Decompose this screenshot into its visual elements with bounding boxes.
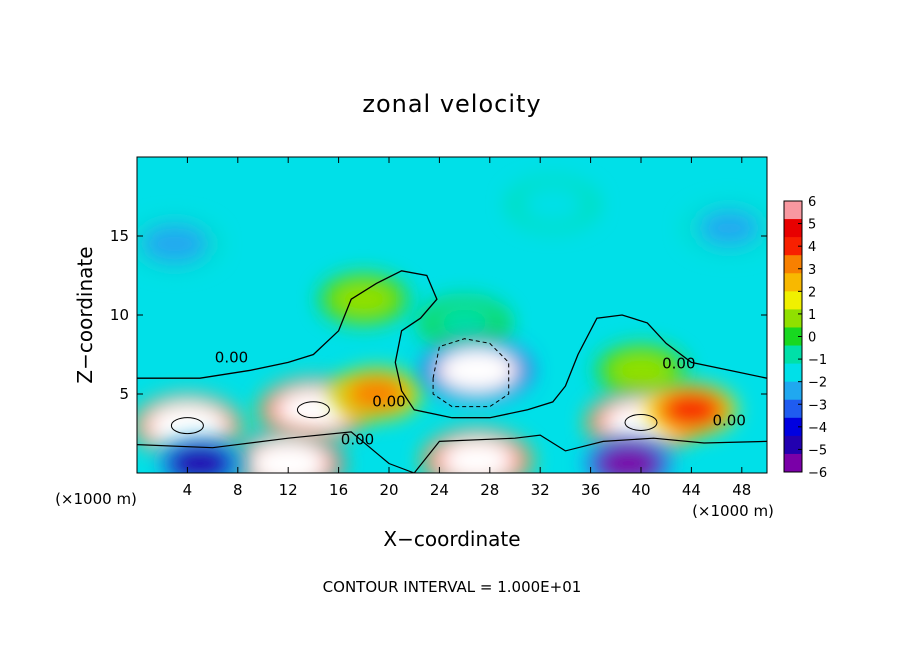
colorbar-swatch bbox=[784, 273, 802, 292]
colorbar-swatch bbox=[784, 309, 802, 328]
x-tick-label: 16 bbox=[329, 481, 348, 499]
field-feature bbox=[258, 378, 369, 441]
contour-label: 0.00 bbox=[662, 355, 695, 373]
y-tick-label: 15 bbox=[110, 227, 129, 245]
colorbar-tick-label: 4 bbox=[808, 240, 816, 255]
colorbar-tick-label: 2 bbox=[808, 285, 816, 300]
colorbar-tick-label: −6 bbox=[808, 466, 827, 481]
field-feature bbox=[233, 432, 343, 473]
colorbar-swatch bbox=[784, 219, 802, 238]
x-tick-label: 48 bbox=[732, 481, 751, 499]
field-feature bbox=[683, 201, 767, 255]
positive-contour bbox=[624, 413, 658, 431]
colorbar-swatch bbox=[784, 345, 802, 365]
colorbar: 6 5 4 3 2 1 0 −1 −2 −3 −4 −5 −6 bbox=[783, 195, 827, 481]
field-feature bbox=[646, 383, 737, 436]
x-axis: 4 8 12 16 20 24 28 32 36 40 44 48 bbox=[183, 157, 751, 499]
y-axis: 5 10 15 bbox=[110, 227, 767, 403]
colorbar-swatch bbox=[784, 237, 802, 256]
contour-label: 0.00 bbox=[341, 431, 374, 449]
x-tick-label: 44 bbox=[682, 481, 701, 499]
contour-lines bbox=[137, 270, 767, 473]
colorbar-swatch bbox=[784, 291, 802, 310]
colorbar-swatch bbox=[784, 399, 802, 419]
x-tick-label: 8 bbox=[233, 481, 243, 499]
positive-contour bbox=[170, 417, 204, 435]
colorbar-swatch bbox=[784, 327, 802, 347]
field-feature bbox=[318, 273, 410, 326]
x-tick-label: 12 bbox=[279, 481, 298, 499]
contour-label: 0.00 bbox=[215, 348, 248, 366]
field-feature bbox=[507, 178, 599, 231]
field-feature bbox=[595, 344, 687, 397]
zero-contour-upper bbox=[137, 270, 767, 419]
colorbar-swatch bbox=[784, 435, 802, 455]
x-unit-left: (×1000 m) bbox=[55, 490, 137, 508]
field-feature bbox=[137, 217, 221, 271]
colorbar-swatch bbox=[784, 363, 802, 383]
x-tick-label: 40 bbox=[631, 481, 650, 499]
x-tick-label: 28 bbox=[480, 481, 499, 499]
field-feature bbox=[419, 296, 510, 350]
colorbar-tick-label: 5 bbox=[808, 218, 816, 233]
contour-label: 0.00 bbox=[712, 412, 745, 430]
colorbar-tick-label: −5 bbox=[808, 443, 827, 458]
colorbar-swatch bbox=[784, 381, 802, 401]
colorbar-swatch bbox=[784, 417, 802, 437]
zero-contour-lower bbox=[137, 431, 767, 473]
field-feature bbox=[422, 429, 532, 473]
positive-contour bbox=[296, 401, 330, 419]
colorbar-swatch bbox=[784, 453, 802, 473]
field-panel bbox=[136, 156, 768, 474]
y-axis-title: Z−coordinate bbox=[73, 246, 97, 383]
colorbar-tick-label: 1 bbox=[808, 308, 816, 323]
x-tick-label: 36 bbox=[581, 481, 600, 499]
x-tick-label: 24 bbox=[430, 481, 449, 499]
colorbar-swatch bbox=[784, 255, 802, 274]
field-feature bbox=[583, 437, 674, 473]
y-tick-label: 10 bbox=[110, 306, 129, 324]
contour-interval-note: CONTOUR INTERVAL = 1.000E+01 bbox=[323, 578, 582, 596]
negative-contour bbox=[432, 338, 510, 408]
x-axis-title: X−coordinate bbox=[383, 527, 520, 551]
colorbar-tick-label: 6 bbox=[808, 195, 816, 210]
colorbar-tick-label: 0 bbox=[808, 331, 816, 346]
colorbar-tick-label: −4 bbox=[808, 421, 827, 436]
contour-label: 0.00 bbox=[372, 393, 405, 411]
field-feature bbox=[422, 339, 532, 402]
colorbar-tick-label: −3 bbox=[808, 398, 827, 413]
colorbar-tick-label: −1 bbox=[808, 353, 827, 368]
y-tick-label: 5 bbox=[119, 385, 129, 403]
velocity-field bbox=[137, 157, 767, 473]
x-tick-label: 32 bbox=[531, 481, 550, 499]
x-unit-right: (×1000 m) bbox=[692, 502, 774, 520]
colorbar-swatch bbox=[784, 201, 802, 220]
x-tick-label: 4 bbox=[183, 481, 193, 499]
contour-labels: 0.00 0.00 0.00 0.00 0.00 bbox=[215, 348, 746, 448]
colorbar-tick-label: 3 bbox=[808, 263, 816, 278]
chart-title: zonal velocity bbox=[362, 90, 541, 118]
colorbar-tick-label: −2 bbox=[808, 376, 827, 391]
x-tick-label: 20 bbox=[379, 481, 398, 499]
